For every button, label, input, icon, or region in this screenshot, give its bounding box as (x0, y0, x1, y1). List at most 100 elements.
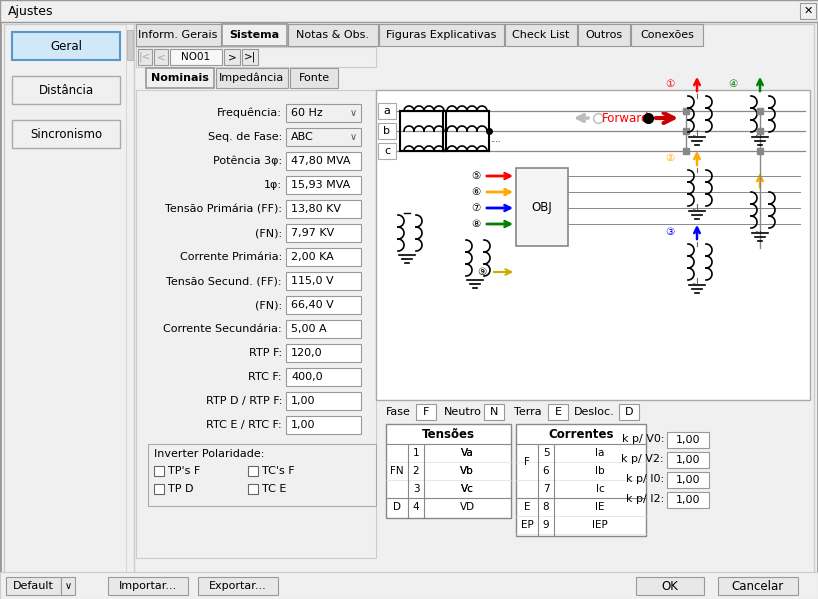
Bar (224, 49, 240, 65)
Text: Ia: Ia (596, 448, 605, 458)
Text: Tensões: Tensões (421, 428, 474, 440)
Text: 1φ:: 1φ: (264, 180, 282, 190)
Bar (138, 49, 152, 65)
Text: ABC: ABC (291, 132, 314, 142)
Bar (376, 90, 810, 400)
Text: Tensão Secund. (FF):: Tensão Secund. (FF): (167, 276, 282, 286)
Text: ✕: ✕ (803, 6, 813, 16)
Text: Inverter Polaridade:: Inverter Polaridade: (154, 449, 264, 459)
Bar (619, 404, 639, 420)
Bar (136, 90, 376, 558)
Text: k p/ V0:: k p/ V0: (622, 434, 664, 444)
Text: Conexões: Conexões (640, 30, 694, 40)
Bar (4, 24, 134, 574)
Bar (516, 424, 646, 536)
Bar (378, 103, 396, 119)
Text: b: b (384, 126, 390, 136)
Bar (286, 320, 361, 338)
Bar (286, 248, 361, 266)
Text: Vb: Vb (460, 466, 474, 476)
Text: EP: EP (520, 520, 533, 530)
Text: ...: ... (691, 129, 699, 138)
Text: ⑨: ⑨ (477, 267, 486, 277)
Bar (134, 24, 814, 574)
Text: 115,0 V: 115,0 V (291, 276, 334, 286)
Text: ...: ... (468, 277, 476, 286)
Text: 3: 3 (413, 484, 420, 494)
Text: F: F (524, 457, 530, 467)
Bar (379, 24, 504, 46)
Text: Inform. Gerais: Inform. Gerais (138, 30, 218, 40)
Text: >|: >| (244, 52, 256, 62)
Text: RTC F:: RTC F: (249, 372, 282, 382)
Bar (61, 577, 75, 595)
Text: ∨: ∨ (349, 132, 357, 142)
Text: Corrente Primária:: Corrente Primária: (180, 252, 282, 262)
Bar (548, 404, 568, 420)
Text: (FN):: (FN): (255, 300, 282, 310)
Bar (154, 466, 164, 476)
Text: ④: ④ (728, 79, 738, 89)
Text: >: > (227, 52, 236, 62)
Text: Importar...: Importar... (119, 581, 178, 591)
Text: Correntes: Correntes (548, 428, 614, 440)
Text: Vc: Vc (461, 484, 474, 494)
Text: k p/ I0:: k p/ I0: (626, 474, 664, 484)
Text: Terra: Terra (514, 407, 542, 417)
Text: Forward: Forward (602, 111, 649, 125)
Text: OK: OK (662, 579, 678, 592)
Bar (386, 424, 511, 518)
Text: D: D (625, 407, 633, 417)
Text: 120,0: 120,0 (291, 348, 322, 358)
Bar (286, 296, 361, 314)
Bar (12, 120, 120, 148)
Text: Vc: Vc (461, 484, 474, 494)
Text: ⑤: ⑤ (470, 171, 480, 181)
Bar (667, 472, 709, 488)
Bar (288, 24, 378, 46)
Text: Ib: Ib (596, 466, 605, 476)
Bar (667, 452, 709, 468)
Bar (222, 24, 287, 46)
Text: Va: Va (461, 448, 474, 458)
Bar (108, 577, 188, 595)
Bar (484, 404, 504, 420)
Text: <: < (156, 52, 165, 62)
Text: ①: ① (665, 79, 675, 89)
Text: 1,00: 1,00 (676, 435, 700, 445)
Text: ⑦: ⑦ (470, 203, 480, 213)
Bar (146, 68, 214, 88)
Text: 8: 8 (542, 502, 550, 512)
Text: 7,97 KV: 7,97 KV (291, 228, 335, 238)
Text: 5: 5 (542, 448, 550, 458)
Text: 1: 1 (413, 448, 420, 458)
Text: Frequência:: Frequência: (217, 108, 282, 118)
Text: D: D (393, 502, 401, 512)
Text: F: F (423, 407, 429, 417)
Text: RTP F:: RTP F: (249, 348, 282, 358)
Text: OBJ: OBJ (532, 201, 552, 213)
Bar (636, 577, 704, 595)
Text: 13,80 KV: 13,80 KV (291, 204, 341, 214)
Bar (578, 24, 630, 46)
Text: NO01: NO01 (182, 52, 210, 62)
Text: ③: ③ (665, 227, 675, 237)
Text: E: E (555, 407, 561, 417)
Text: ...: ... (754, 225, 762, 234)
Text: RTP D / RTP F:: RTP D / RTP F: (205, 396, 282, 406)
Text: (FN):: (FN): (255, 228, 282, 238)
Text: Seq. de Fase:: Seq. de Fase: (208, 132, 282, 142)
Text: IEP: IEP (592, 520, 608, 530)
Text: Neutro: Neutro (444, 407, 482, 417)
Text: ....: .... (490, 135, 501, 144)
Text: 1,00: 1,00 (291, 420, 316, 430)
Text: Default: Default (12, 581, 53, 591)
Bar (800, 3, 816, 19)
Text: ...: ... (754, 129, 762, 138)
Text: 2: 2 (413, 466, 420, 476)
Bar (505, 24, 577, 46)
Text: 7: 7 (542, 484, 550, 494)
Text: ...: ... (691, 204, 699, 213)
Bar (290, 68, 338, 88)
Text: Fonte: Fonte (299, 73, 330, 83)
